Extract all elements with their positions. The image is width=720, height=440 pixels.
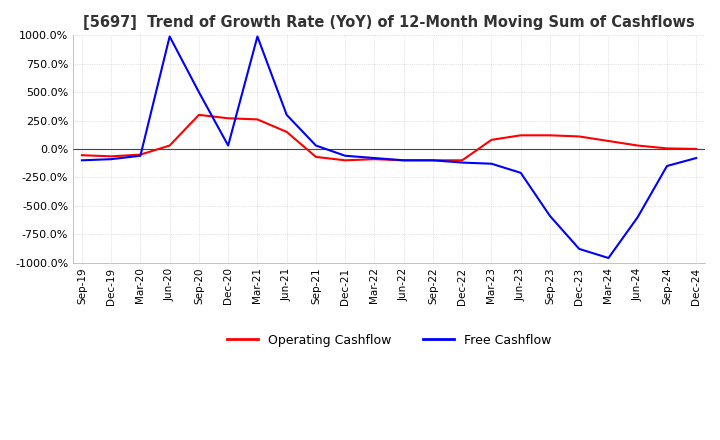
Title: [5697]  Trend of Growth Rate (YoY) of 12-Month Moving Sum of Cashflows: [5697] Trend of Growth Rate (YoY) of 12-… [84,15,695,30]
Legend: Operating Cashflow, Free Cashflow: Operating Cashflow, Free Cashflow [222,329,557,352]
